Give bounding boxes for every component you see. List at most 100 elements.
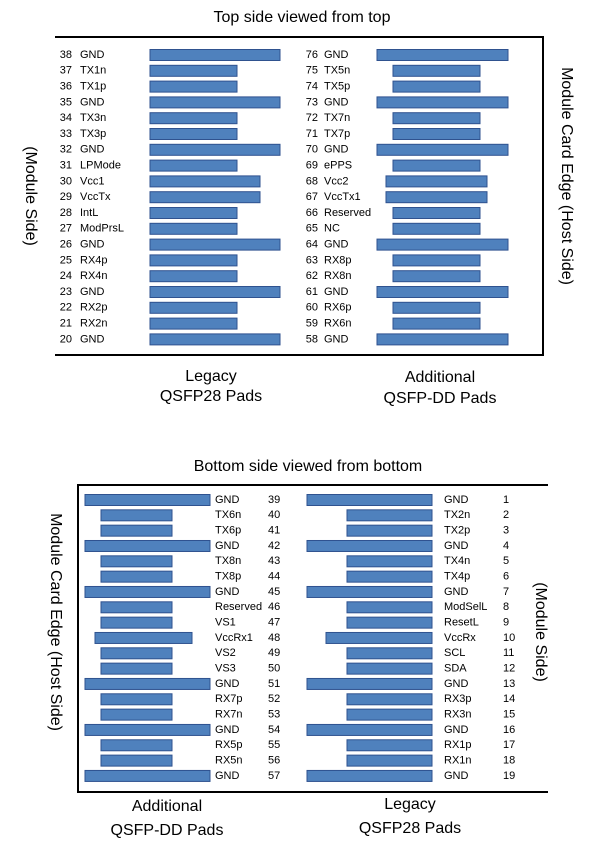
pad <box>149 222 238 235</box>
pin-name: GND <box>444 586 469 598</box>
pin-name: GND <box>444 770 469 782</box>
pin-name: TX6p <box>215 525 241 537</box>
pin-number: 70 <box>306 144 318 156</box>
pin-name: RX8p <box>324 254 352 266</box>
pin-number: 56 <box>268 755 280 767</box>
pin-name: GND <box>324 286 349 298</box>
pad <box>306 585 433 598</box>
pin-name: RX7n <box>215 709 243 721</box>
pad <box>346 616 433 629</box>
pad <box>149 96 281 109</box>
pin-number: 44 <box>268 571 280 583</box>
pad <box>100 739 173 752</box>
pin-number: 15 <box>503 709 515 721</box>
pin-name: ModSelL <box>444 601 487 613</box>
pin-number: 55 <box>268 739 280 751</box>
pin-name: RX5n <box>215 755 243 767</box>
pin-number: 71 <box>306 128 318 140</box>
pad <box>84 539 211 552</box>
pad <box>346 693 433 706</box>
pin-name: RX4n <box>80 270 108 282</box>
pad <box>392 64 481 77</box>
pad <box>346 555 433 568</box>
pin-name: GND <box>324 333 349 345</box>
pin-number: 66 <box>306 207 318 219</box>
frame <box>55 36 544 356</box>
pin-number: 39 <box>268 494 280 506</box>
pin-name: TX3p <box>80 128 106 140</box>
pin-name: TX2p <box>444 525 470 537</box>
pin-number: 50 <box>268 663 280 675</box>
pin-name: TX4n <box>444 555 470 567</box>
pin-number: 2 <box>503 509 509 521</box>
pin-number: 30 <box>60 175 72 187</box>
pin-number: 60 <box>306 302 318 314</box>
pin-number: 10 <box>503 632 515 644</box>
pad <box>149 317 238 330</box>
pad <box>149 49 281 61</box>
pin-number: 76 <box>306 49 318 61</box>
pad <box>346 647 433 660</box>
pin-name: RX7p <box>215 693 243 705</box>
pad <box>306 677 433 690</box>
pad <box>346 739 433 752</box>
pin-number: 52 <box>268 693 280 705</box>
pin-name: GND <box>215 678 240 690</box>
pin-name: Vcc2 <box>324 175 348 187</box>
side-label: (Module Side) <box>532 582 549 682</box>
pin-number: 5 <box>503 555 509 567</box>
pin-number: 65 <box>306 223 318 235</box>
pad <box>100 509 173 522</box>
pad <box>149 301 238 314</box>
pin-number: 42 <box>268 540 280 552</box>
pad <box>306 494 433 506</box>
pad <box>100 647 173 660</box>
pad <box>84 585 211 598</box>
pad <box>346 754 433 767</box>
pad <box>100 708 173 721</box>
pad <box>376 143 509 156</box>
pad <box>149 191 261 204</box>
pad <box>84 677 211 690</box>
pin-name: LPMode <box>80 160 121 172</box>
pin-name: GND <box>215 724 240 736</box>
pad <box>100 601 173 614</box>
pad <box>385 175 488 188</box>
pad <box>149 254 238 267</box>
pin-number: 27 <box>60 223 72 235</box>
pin-name: GND <box>444 724 469 736</box>
pin-number: 63 <box>306 254 318 266</box>
pin-name: TX4p <box>444 571 470 583</box>
pad <box>376 96 509 109</box>
pin-name: TX7p <box>324 128 350 140</box>
pin-name: RX2p <box>80 302 108 314</box>
pin-name: TX1n <box>80 65 106 77</box>
pin-name: GND <box>215 770 240 782</box>
pin-name: Vcc1 <box>80 175 104 187</box>
pin-number: 29 <box>60 191 72 203</box>
pin-number: 6 <box>503 571 509 583</box>
pin-number: 36 <box>60 81 72 93</box>
pin-number: 48 <box>268 632 280 644</box>
pad <box>392 301 481 314</box>
section-title: Bottom side viewed from bottom <box>194 458 423 475</box>
pin-number: 49 <box>268 647 280 659</box>
pin-name: TX8n <box>215 555 241 567</box>
side-label: Module Card Edge (Host Side) <box>47 513 64 731</box>
pin-number: 59 <box>306 318 318 330</box>
pin-name: TX1p <box>80 81 106 93</box>
pin-name: TX2n <box>444 509 470 521</box>
pin-number: 32 <box>60 144 72 156</box>
pad <box>376 286 509 298</box>
pin-number: 51 <box>268 678 280 690</box>
pin-name: VS3 <box>215 663 236 675</box>
pin-name: TX3n <box>80 112 106 124</box>
pin-name: RX5p <box>215 739 243 751</box>
pad <box>149 143 281 156</box>
pin-name: VccRx <box>444 632 476 644</box>
pin-number: 25 <box>60 254 72 266</box>
pad <box>306 769 433 782</box>
pin-name: TX6n <box>215 509 241 521</box>
pin-number: 26 <box>60 239 72 251</box>
